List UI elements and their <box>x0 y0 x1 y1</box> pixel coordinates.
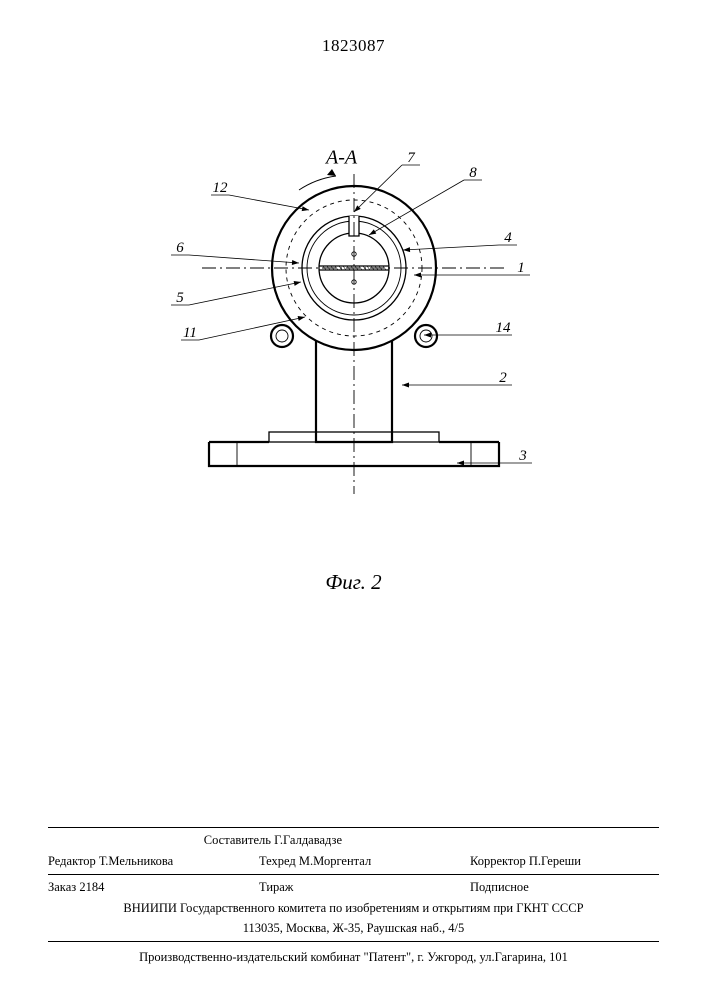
figure-area: А-А12345678111214 <box>0 150 707 530</box>
tirazh-cell: Тираж <box>259 878 448 896</box>
footer-row-3: Заказ 2184 Тираж Подписное <box>48 878 659 896</box>
org-line: ВНИИПИ Государственного комитета по изоб… <box>48 899 659 917</box>
svg-text:3: 3 <box>518 448 527 464</box>
corrector-cell: Корректор П.Гереши <box>470 852 659 870</box>
svg-text:А-А: А-А <box>324 150 358 169</box>
footer-block: Составитель Г.Галдавадзе Редактор Т.Мель… <box>48 827 659 966</box>
svg-text:4: 4 <box>504 230 512 246</box>
editor-name: Т.Мельникова <box>99 854 173 868</box>
svg-text:12: 12 <box>212 180 228 196</box>
sign-label: Подписное <box>470 880 529 894</box>
corrector-label: Корректор <box>470 854 526 868</box>
hr-icon <box>48 827 659 828</box>
techred-name: М.Моргентал <box>299 854 371 868</box>
figure-caption: Фиг. 2 <box>0 570 707 595</box>
footer-row-2: Редактор Т.Мельникова Техред М.Моргентал… <box>48 852 659 870</box>
order-label: Заказ <box>48 880 76 894</box>
addr-line: 113035, Москва, Ж-35, Раушская наб., 4/5 <box>48 919 659 937</box>
svg-text:8: 8 <box>469 165 477 181</box>
order-cell: Заказ 2184 <box>48 878 237 896</box>
techred-cell: Техред М.Моргентал <box>259 852 448 870</box>
patent-number: 1823087 <box>0 36 707 56</box>
tirazh-label: Тираж <box>259 880 293 894</box>
svg-text:1: 1 <box>517 260 525 276</box>
svg-text:14: 14 <box>495 320 511 336</box>
techred-label: Техред <box>259 854 296 868</box>
editor-label: Редактор <box>48 854 96 868</box>
figure-svg: А-А12345678111214 <box>94 150 614 530</box>
editor-cell: Редактор Т.Мельникова <box>48 852 237 870</box>
print-line: Производственно-издательский комбинат "П… <box>48 948 659 966</box>
svg-text:2: 2 <box>499 370 507 386</box>
order-no: 2184 <box>79 880 104 894</box>
compiler-name: Г.Галдавадзе <box>274 833 342 847</box>
svg-text:7: 7 <box>407 150 416 166</box>
hr-icon <box>48 941 659 942</box>
hr-icon <box>48 874 659 875</box>
spacer <box>481 831 659 849</box>
svg-text:6: 6 <box>176 240 184 256</box>
spacer <box>48 831 182 849</box>
compiler-label: Составитель <box>204 833 271 847</box>
svg-text:5: 5 <box>176 290 184 306</box>
svg-text:11: 11 <box>183 325 197 341</box>
corrector-name: П.Гереши <box>529 854 581 868</box>
compiler-cell: Составитель Г.Галдавадзе <box>204 831 459 849</box>
page: 1823087 А-А12345678111214 Фиг. 2 Состави… <box>0 0 707 1000</box>
sign-cell: Подписное <box>470 878 659 896</box>
footer-row-1: Составитель Г.Галдавадзе <box>48 831 659 849</box>
